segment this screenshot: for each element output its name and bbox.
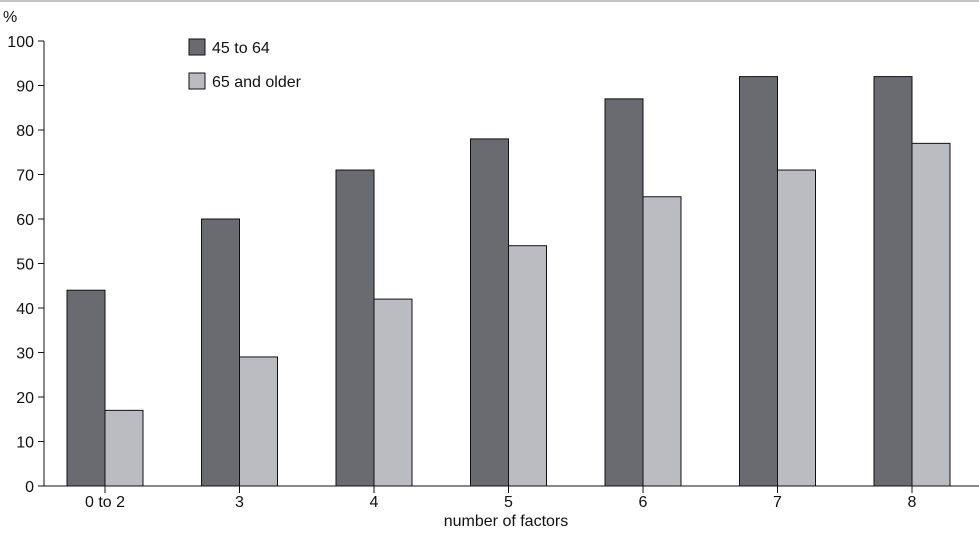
y-axis-title: % [3,9,17,26]
x-tick-label: 0 to 2 [85,494,125,511]
legend-label-45-to-64: 45 to 64 [212,40,270,57]
bars [66,76,951,487]
bar-45-to-64-0-to-2 [66,289,106,487]
y-tick-label: 70 [16,168,34,185]
x-tick-label: 5 [504,494,513,511]
y-axis: 0 10 20 30 40 50 60 70 80 90 100 [7,34,45,496]
legend: 45 to 64 65 and older [188,38,302,91]
y-ticks: 0 10 20 30 40 50 60 70 80 90 100 [7,34,44,496]
y-tick-label: 10 [16,435,34,452]
y-tick-label: 40 [16,301,34,318]
y-tick-label: 80 [16,123,34,140]
bar-45-to-64-4 [335,169,375,487]
x-tick-label: 6 [639,494,648,511]
legend-swatch-45-to-64 [188,38,206,56]
bar-45-to-64-3 [201,218,240,487]
bar-45-to-64-6 [604,98,644,487]
y-tick-label: 100 [7,34,34,51]
x-tick-label: 3 [235,494,244,511]
y-tick-label: 60 [16,212,34,229]
bar-65-and-older-8 [911,142,951,487]
x-tick-label: 4 [370,494,379,511]
x-tick-label: 8 [908,494,917,511]
bar-65-and-older-5 [508,245,547,487]
y-tick-label: 30 [16,346,34,363]
bar-65-and-older-6 [642,196,682,487]
bar-65-and-older-0-to-2 [104,409,144,487]
bar-65-and-older-4 [373,298,413,487]
bar-65-and-older-3 [239,356,278,487]
x-tick-label: 7 [773,494,782,511]
y-tick-label: 20 [16,390,34,407]
bar-45-to-64-7 [739,76,778,487]
x-ticks: 0 to 2 3 4 5 6 7 8 [85,486,917,511]
y-tick-label: 0 [25,479,34,496]
x-axis: 0 to 2 3 4 5 6 7 8 [44,485,979,511]
bar-45-to-64-8 [873,76,913,487]
legend-label-65-and-older: 65 and older [212,74,302,91]
y-tick-label: 50 [16,257,34,274]
legend-swatch-65-and-older [188,72,206,90]
bar-65-and-older-7 [777,169,816,487]
x-axis-title: number of factors [444,513,569,530]
bar-45-to-64-5 [470,138,509,487]
y-tick-label: 90 [16,79,34,96]
